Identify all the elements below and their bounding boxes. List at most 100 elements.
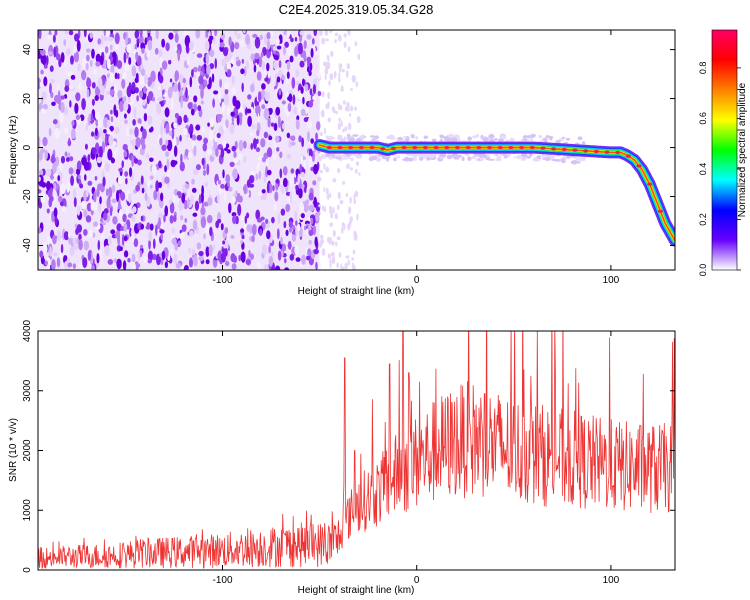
noise-speckle — [104, 162, 111, 172]
noise-speckle — [281, 100, 286, 105]
noise-speckle — [272, 153, 277, 160]
noise-speckle — [278, 89, 282, 96]
noise-speckle — [224, 260, 230, 267]
noise-speckle — [295, 184, 299, 191]
noise-speckle — [91, 98, 95, 106]
noise-speckle — [239, 40, 245, 48]
noise-speckle — [277, 70, 283, 78]
noise-speckle — [289, 135, 295, 141]
noise-speckle — [140, 215, 144, 222]
noise-speckle — [38, 227, 42, 234]
noise-speckle — [123, 222, 128, 232]
noise-speckle — [259, 228, 263, 237]
noise-speckle — [38, 136, 41, 148]
noise-speckle — [81, 70, 87, 81]
ridge-halo-speckle — [370, 155, 378, 161]
noise-speckle — [122, 73, 126, 80]
noise-fade-speckle — [356, 213, 359, 221]
noise-speckle — [147, 30, 151, 34]
noise-speckle — [168, 32, 174, 40]
noise-fade-speckle — [325, 166, 330, 173]
noise-speckle — [157, 96, 163, 102]
noise-speckle — [148, 157, 154, 162]
noise-speckle — [279, 168, 283, 179]
noise-speckle — [205, 246, 210, 258]
noise-speckle — [304, 220, 311, 225]
noise-speckle — [87, 180, 93, 186]
noise-speckle — [260, 89, 266, 100]
ridge-peak — [401, 145, 407, 150]
noise-speckle — [191, 134, 197, 141]
noise-speckle — [303, 117, 309, 123]
noise-speckle — [251, 235, 255, 243]
noise-speckle — [226, 62, 232, 70]
noise-speckle — [198, 250, 204, 257]
noise-speckle — [233, 151, 237, 159]
noise-speckle — [158, 74, 164, 84]
noise-speckle — [60, 155, 66, 164]
noise-speckle — [64, 151, 68, 157]
noise-fade-speckle — [347, 30, 351, 36]
noise-speckle — [97, 183, 103, 191]
noise-speckle — [123, 101, 129, 112]
noise-speckle — [264, 264, 270, 270]
noise-speckle — [296, 102, 302, 114]
noise-speckle — [222, 240, 226, 245]
noise-speckle — [238, 139, 244, 152]
noise-speckle — [224, 88, 229, 95]
noise-speckle — [153, 189, 158, 201]
x-tick-label: -100 — [212, 275, 232, 286]
noise-speckle — [50, 78, 55, 84]
noise-speckle — [106, 90, 111, 96]
noise-speckle — [44, 260, 48, 266]
noise-speckle — [280, 208, 286, 216]
noise-speckle — [79, 183, 84, 189]
y-tick-label: -20 — [22, 189, 33, 204]
noise-speckle — [202, 169, 207, 176]
noise-speckle — [305, 199, 310, 205]
noise-speckle — [303, 159, 306, 169]
noise-speckle — [205, 53, 209, 65]
noise-speckle — [90, 201, 96, 211]
noise-speckle — [91, 264, 95, 270]
noise-speckle — [234, 42, 240, 50]
noise-speckle — [97, 116, 103, 128]
noise-speckle — [39, 250, 44, 258]
noise-speckle — [96, 253, 100, 264]
noise-speckle — [114, 32, 120, 45]
noise-speckle — [244, 106, 248, 116]
noise-speckle — [48, 198, 53, 208]
noise-speckle — [286, 153, 292, 160]
noise-speckle — [188, 247, 192, 254]
ridge-halo-speckle — [403, 135, 408, 139]
noise-fade-speckle — [338, 72, 341, 78]
noise-fade-speckle — [339, 199, 344, 205]
noise-speckle — [73, 43, 77, 54]
noise-fade-speckle — [319, 242, 323, 248]
noise-speckle — [122, 260, 127, 270]
ridge-halo-speckle — [526, 155, 532, 159]
colorbar-tick-label: 0.6 — [698, 112, 708, 125]
noise-speckle — [92, 221, 99, 227]
noise-speckle — [221, 101, 226, 113]
noise-speckle — [147, 80, 151, 88]
noise-fade-speckle — [330, 213, 334, 219]
noise-fade-speckle — [338, 103, 341, 110]
noise-speckle — [183, 264, 190, 270]
noise-speckle — [195, 124, 201, 131]
ridge-halo-speckle — [475, 134, 480, 138]
ridge-halo-speckle — [574, 156, 580, 160]
noise-speckle — [164, 205, 169, 217]
noise-speckle — [233, 157, 239, 164]
noise-speckle — [295, 69, 300, 78]
noise-speckle — [217, 218, 222, 224]
noise-speckle — [231, 195, 236, 204]
noise-speckle — [272, 185, 275, 192]
noise-fade-speckle — [350, 87, 353, 92]
noise-fade-speckle — [343, 33, 347, 38]
noise-speckle — [124, 64, 130, 71]
noise-speckle — [294, 36, 298, 42]
noise-speckle — [258, 263, 262, 270]
noise-speckle — [122, 213, 127, 223]
noise-speckle — [209, 62, 215, 70]
